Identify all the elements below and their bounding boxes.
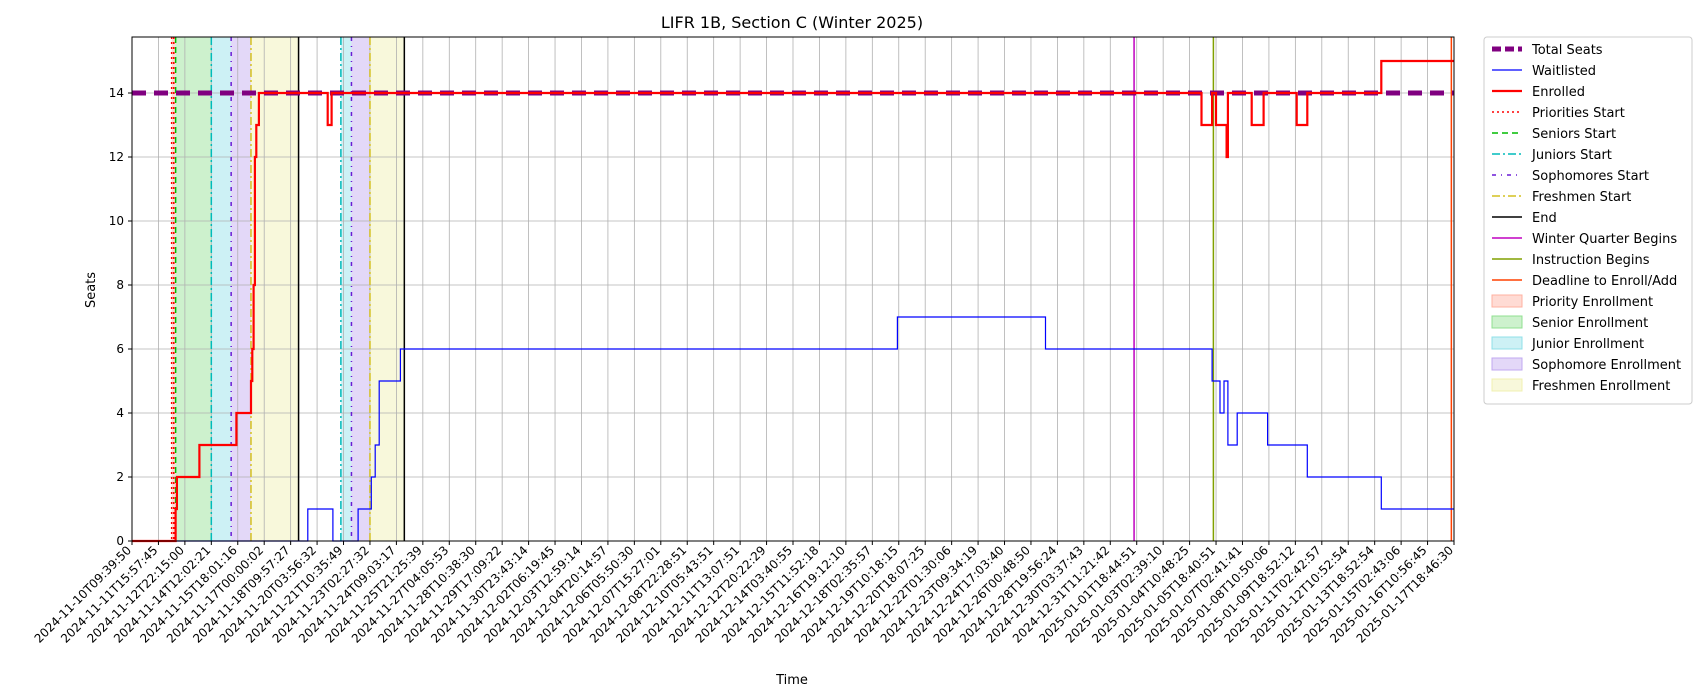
series-waitlisted — [132, 316, 1454, 542]
legend-swatch-sophomore-enrollment — [1491, 357, 1523, 371]
span-senior-enrollment — [175, 37, 212, 541]
y-tick-label: 2 — [116, 470, 124, 484]
legend-label-freshmen-start: Freshmen Start — [1532, 190, 1631, 205]
y-tick-label: 0 — [116, 534, 124, 548]
legend-label-seniors-start: Seniors Start — [1532, 127, 1616, 142]
legend-label-senior-enrollment: Senior Enrollment — [1532, 316, 1648, 331]
legend-swatch-priority-enrollment — [1491, 294, 1523, 308]
legend: Total Seats Waitlisted Enrolled Priorities … — [1483, 36, 1693, 405]
plot-area: 024681012142024-11-10T09:39:502024-11-11… — [32, 36, 1456, 646]
legend-label-freshmen-enrollment: Freshmen Enrollment — [1532, 379, 1670, 394]
legend-label-winter-quarter-begins: Winter Quarter Begins — [1532, 232, 1677, 247]
y-tick-label: 4 — [116, 406, 124, 420]
span-sophomore-enrollment — [231, 37, 251, 541]
legend-label-total-seats: Total Seats — [1531, 43, 1603, 58]
legend-label-enrolled: Enrolled — [1532, 85, 1585, 100]
series-enrolled — [132, 59, 1454, 543]
legend-label-juniors-start: Juniors Start — [1531, 148, 1612, 163]
y-tick-label: 12 — [109, 150, 124, 164]
span-junior-enrollment — [211, 37, 232, 541]
legend-label-waitlisted: Waitlisted — [1532, 64, 1596, 79]
y-tick-label: 14 — [109, 86, 124, 100]
legend-label-junior-enrollment: Junior Enrollment — [1531, 337, 1644, 352]
span-junior-enrollment — [340, 37, 352, 541]
y-tick-label: 10 — [109, 214, 124, 228]
legend-label-priority-enrollment: Priority Enrollment — [1532, 295, 1653, 310]
legend-label-deadline-to-enroll-add: Deadline to Enroll/Add — [1532, 274, 1677, 289]
legend-swatch-junior-enrollment — [1491, 336, 1523, 350]
x-axis-label: Time — [775, 673, 808, 688]
legend-swatch-senior-enrollment — [1491, 315, 1523, 329]
legend-label-priorities-start: Priorities Start — [1532, 106, 1625, 121]
y-axis-label: Seats — [84, 272, 99, 308]
legend-label-end: End — [1532, 211, 1557, 226]
legend-label-instruction-begins: Instruction Begins — [1532, 253, 1650, 268]
legend-frame — [1483, 36, 1693, 405]
legend-swatch-freshmen-enrollment — [1491, 378, 1523, 392]
chart-title: LIFR 1B, Section C (Winter 2025) — [661, 13, 923, 32]
legend-label-sophomores-start: Sophomores Start — [1532, 169, 1649, 184]
legend-label-sophomore-enrollment: Sophomore Enrollment — [1532, 358, 1681, 373]
y-tick-label: 8 — [116, 278, 124, 292]
y-tick-label: 6 — [116, 342, 124, 356]
span-sophomore-enrollment — [351, 37, 370, 541]
